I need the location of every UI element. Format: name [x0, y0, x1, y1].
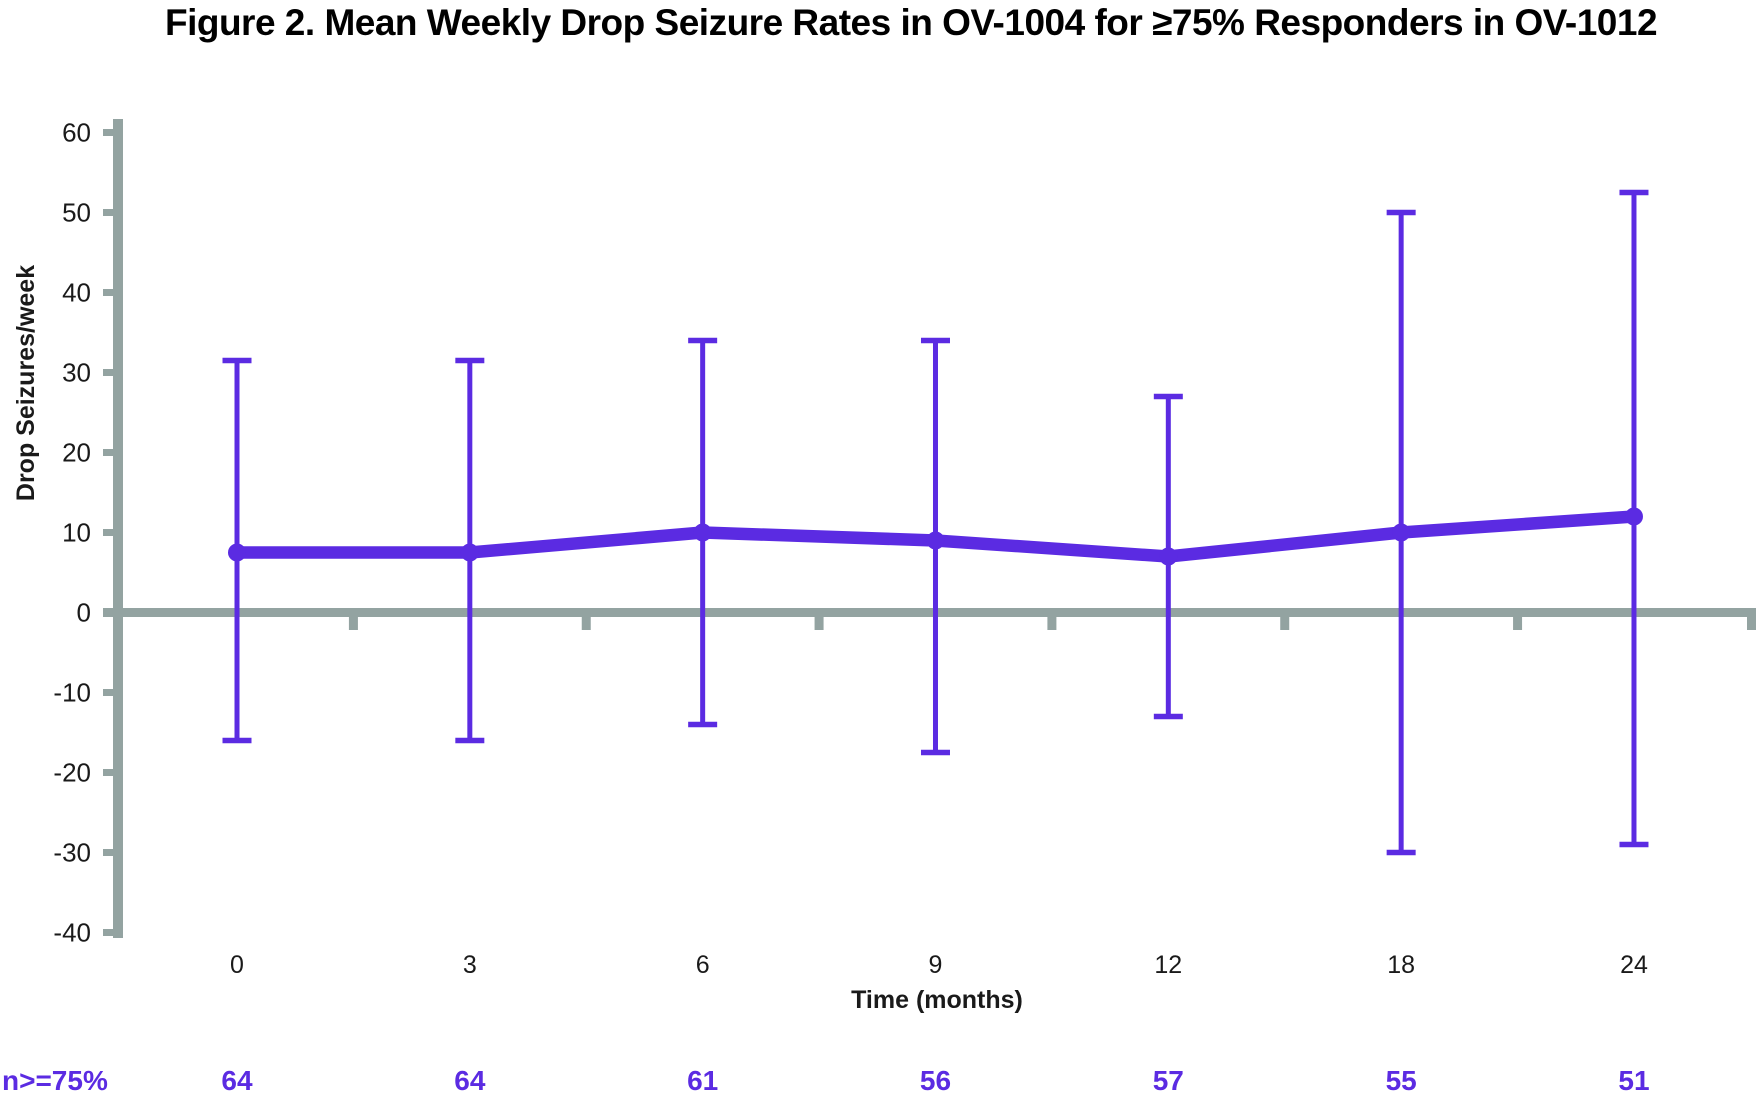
- x-tick-label: 6: [696, 951, 710, 979]
- y-tick-label: -20: [53, 758, 91, 788]
- y-tick-label: 10: [62, 518, 91, 548]
- x-axis-minor-tick: [1047, 617, 1057, 630]
- n-row-label: n>=75%: [2, 1065, 108, 1096]
- y-tick-label: 40: [62, 278, 91, 308]
- n-row-value: 64: [221, 1065, 253, 1096]
- x-axis-minor-tick: [814, 617, 824, 630]
- y-axis-title: Drop Seizures/week: [12, 265, 40, 501]
- y-tick-label: 20: [62, 438, 91, 468]
- x-tick-label: 24: [1620, 951, 1648, 979]
- y-tick-label: 0: [77, 598, 91, 628]
- x-axis-title: Time (months): [851, 986, 1023, 1014]
- data-point-marker: [693, 523, 712, 542]
- x-axis-minor-tick: [581, 617, 591, 630]
- x-tick-label: 3: [463, 951, 477, 979]
- y-tick-label: -40: [53, 918, 91, 948]
- n-row-value: 56: [920, 1065, 951, 1096]
- x-axis-minor-tick: [348, 617, 358, 630]
- n-row-value: 64: [454, 1065, 486, 1096]
- y-axis-tick: [103, 289, 113, 296]
- y-tick-label: -10: [53, 678, 91, 708]
- y-axis-tick: [103, 769, 113, 776]
- y-axis-tick: [103, 849, 113, 856]
- y-axis-tick: [103, 689, 113, 696]
- y-tick-label: 50: [62, 198, 91, 228]
- n-row-value: 57: [1153, 1065, 1184, 1096]
- y-axis-tick: [103, 529, 113, 536]
- x-axis-minor-tick: [1280, 617, 1290, 630]
- data-point-marker: [1624, 507, 1643, 526]
- data-point-marker: [1392, 523, 1411, 542]
- y-tick-label: -30: [53, 838, 91, 868]
- data-point-marker: [228, 543, 246, 562]
- x-tick-label: 12: [1154, 951, 1182, 979]
- n-row-value: 55: [1386, 1065, 1417, 1096]
- x-tick-label: 0: [230, 951, 244, 979]
- y-axis-tick: [103, 929, 113, 936]
- y-axis-tick: [103, 209, 113, 216]
- n-row-value: 61: [687, 1065, 718, 1096]
- x-axis-end-tick: [1747, 617, 1756, 630]
- data-point-marker: [460, 543, 479, 562]
- y-tick-label: 30: [62, 358, 91, 388]
- data-point-marker: [1159, 547, 1178, 566]
- y-axis-tick: [103, 449, 113, 456]
- y-axis-tick: [103, 369, 113, 376]
- x-axis-minor-tick: [1513, 617, 1523, 630]
- x-axis-line: [103, 608, 1756, 617]
- figure-title: Figure 2. Mean Weekly Drop Seizure Rates…: [164, 2, 1658, 43]
- y-tick-label: 60: [62, 118, 91, 148]
- y-axis-tick: [103, 129, 113, 136]
- x-tick-label: 9: [929, 951, 943, 979]
- data-point-marker: [926, 531, 945, 550]
- y-axis-line: [113, 119, 123, 938]
- x-tick-label: 18: [1387, 951, 1415, 979]
- n-row-value: 51: [1618, 1065, 1649, 1096]
